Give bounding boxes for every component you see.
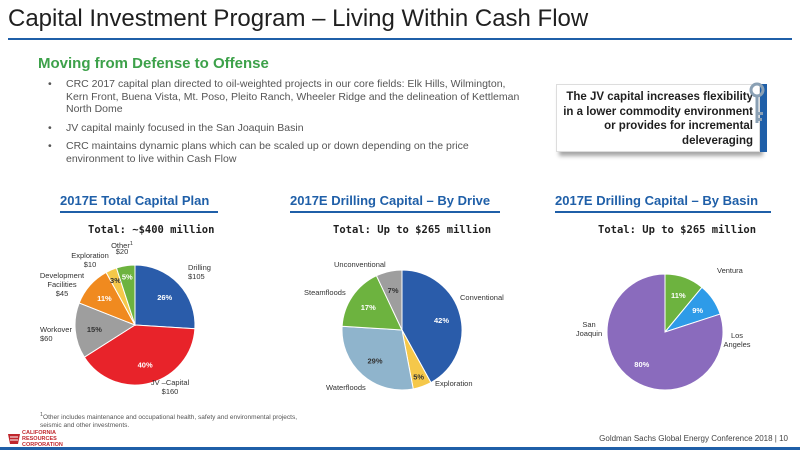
- pie-slice-drilling: [134, 264, 196, 330]
- pie-category-label: Other1 $20: [111, 241, 133, 256]
- pie-percent-label: 29%: [368, 357, 383, 366]
- chart-title-by-basin: 2017E Drilling Capital – By Basin: [555, 193, 759, 208]
- footnote: 1Other includes maintenance and occupati…: [40, 411, 300, 430]
- pie-category-label: San Joaquin: [576, 320, 602, 338]
- pie-slice-san-joaquin: [606, 273, 724, 391]
- bullet-list: CRC 2017 capital plan directed to oil-we…: [48, 78, 528, 171]
- pie-slice-conventional: [401, 269, 463, 384]
- chart-subtitle-total: Total: ~$400 million: [88, 224, 215, 236]
- pie-percent-label: 7%: [388, 286, 399, 295]
- footer-divider: [0, 447, 800, 450]
- pie-percent-label: 40%: [138, 361, 153, 370]
- pie-slice-steamfloods: [341, 275, 403, 331]
- logo-line: CALIFORNIA: [22, 430, 56, 436]
- pie-percent-label: 26%: [157, 293, 172, 302]
- bullet-item: JV capital mainly focused in the San Joa…: [48, 122, 528, 135]
- pie-percent-label: 5%: [413, 372, 424, 381]
- callout-box: The JV capital increases flexibility in …: [556, 84, 760, 152]
- pie-slice-waterfloods: [341, 325, 414, 391]
- pie-category-label: JV –Capital $160: [151, 378, 190, 396]
- callout-accent-bar: [760, 84, 767, 152]
- pie-percent-label: 15%: [87, 325, 102, 334]
- pie-category-label: Unconventional: [334, 260, 386, 269]
- pie-category-label: Steamfloods: [304, 288, 346, 297]
- chart-subtitle-by-basin: Total: Up to $265 million: [598, 224, 757, 236]
- pie-percent-label: 17%: [361, 303, 376, 312]
- page-title: Capital Investment Program – Living With…: [8, 5, 589, 32]
- pie-slice-workover: [74, 302, 137, 358]
- chart-subtitle-by-drive: Total: Up to $265 million: [333, 224, 492, 236]
- pie-percent-label: 80%: [634, 360, 649, 369]
- pie-chart-by-basin: 11% Ventura 9% Los Angeles 80% San Joaquin: [576, 266, 751, 391]
- pie-category-label: Waterfloods: [326, 383, 366, 392]
- chart-title-divider: [60, 211, 218, 213]
- chart-title-divider: [290, 211, 500, 213]
- pie-category-label: Conventional: [460, 293, 504, 302]
- pie-percent-label: 11%: [671, 291, 686, 300]
- chart-title-divider: [555, 211, 771, 213]
- logo-line: CORPORATION: [22, 442, 63, 448]
- pie-chart-by-drive: 42% Conventional 5% Exploration 29% Waterfloo…: [304, 260, 504, 392]
- pie-percent-label: 9%: [692, 306, 703, 315]
- company-logo-text: CALIFORNIA RESOURCES CORPORATION: [22, 430, 63, 448]
- pie-slice-other: [115, 264, 136, 326]
- company-logo: [8, 434, 20, 444]
- pie-slice-unconventional: [375, 269, 403, 331]
- footnote-text: Other includes maintenance and occupatio…: [40, 414, 298, 430]
- bullet-item: CRC maintains dynamic plans which can be…: [48, 140, 528, 165]
- pie-category-label: Development Facilities $45: [40, 271, 85, 298]
- footnote-marker: 1: [40, 412, 44, 418]
- pie-percent-label: 3%: [110, 276, 121, 285]
- chart-title-total: 2017E Total Capital Plan: [60, 193, 210, 208]
- pie-category-label: Drilling $105: [188, 263, 211, 281]
- title-divider: [8, 38, 792, 40]
- footer-text: Goldman Sachs Global Energy Conference 2…: [599, 434, 788, 443]
- pie-percent-label: 5%: [122, 272, 133, 281]
- bullet-item: CRC 2017 capital plan directed to oil-we…: [48, 78, 528, 116]
- pie-category-label: Ventura: [717, 266, 744, 275]
- key-icon: [749, 82, 765, 123]
- pie-percent-label: 11%: [97, 294, 112, 303]
- section-subtitle: Moving from Defense to Offense: [38, 55, 269, 72]
- pie-category-label: Exploration $10: [71, 251, 109, 269]
- pie-percent-label: 42%: [434, 316, 449, 325]
- pie-chart-total-capital: 26% Drilling $105 40% JV –Capital $160 15% Work…: [40, 241, 211, 396]
- chart-title-by-drive: 2017E Drilling Capital – By Drive: [290, 193, 491, 208]
- logo-line: RESOURCES: [22, 436, 57, 442]
- pie-category-label: Workover $60: [40, 325, 72, 343]
- pie-category-label: Exploration: [435, 379, 473, 388]
- pie-category-label: Los Angeles: [723, 331, 750, 349]
